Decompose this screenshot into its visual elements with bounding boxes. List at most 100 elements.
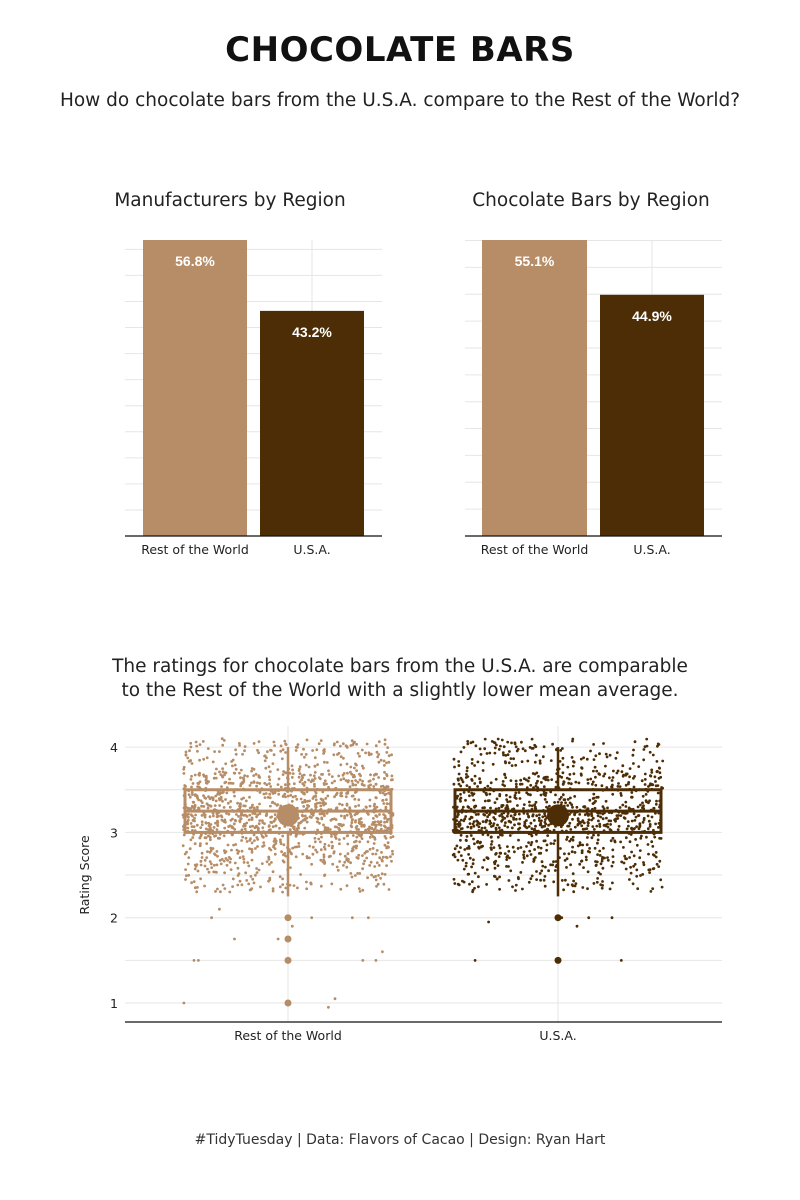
ratings-point: [461, 858, 465, 862]
ratings-point: [513, 850, 516, 854]
ratings-point: [193, 773, 197, 777]
ratings-point: [258, 791, 262, 794]
ratings-point: [263, 759, 267, 763]
ratings-point: [322, 845, 326, 849]
ratings-point: [196, 886, 199, 889]
ratings-point: [611, 855, 615, 858]
ratings-point: [253, 812, 257, 816]
ratings-point: [338, 860, 342, 863]
bar-chart-1-value-label: 43.2%: [292, 324, 332, 340]
ratings-point: [245, 879, 249, 882]
ratings-point: [196, 781, 200, 785]
ratings-point: [310, 916, 314, 920]
ratings-point: [570, 803, 574, 807]
ratings-point: [525, 845, 528, 848]
ratings-point: [529, 877, 533, 881]
ratings-point: [316, 763, 319, 766]
ratings-point: [375, 861, 379, 865]
ratings-point: [478, 747, 482, 751]
ratings-point: [479, 780, 482, 784]
ratings-point: [366, 850, 369, 853]
ratings-point: [218, 907, 221, 911]
ratings-point: [186, 818, 190, 822]
ratings-point: [496, 823, 499, 827]
ratings-point: [369, 860, 373, 864]
ratings-point: [301, 800, 304, 804]
ratings-point: [485, 883, 488, 886]
ratings-point: [309, 882, 313, 886]
ratings-point: [290, 852, 293, 856]
ratings-point: [237, 815, 240, 818]
ratings-point: [340, 794, 344, 798]
ratings-point: [371, 835, 375, 839]
ratings-point: [336, 868, 340, 872]
ratings-point: [580, 849, 584, 853]
ratings-point: [383, 738, 387, 742]
ratings-point: [193, 816, 196, 820]
ratings-point: [362, 862, 365, 866]
ratings-point: [283, 739, 287, 743]
ratings-point: [291, 795, 295, 799]
ratings-point: [519, 846, 523, 849]
ratings-point: [646, 814, 650, 818]
ratings-point: [596, 838, 600, 842]
ratings-point: [589, 749, 592, 753]
ratings-point: [377, 753, 381, 756]
ratings-point: [571, 737, 575, 741]
ratings-point: [551, 863, 554, 867]
ratings-point: [383, 873, 387, 876]
ratings-point: [376, 882, 380, 886]
ratings-point: [660, 885, 664, 889]
ratings-point: [601, 866, 605, 870]
ratings-x-tick: Rest of the World: [234, 1028, 342, 1043]
ratings-point: [487, 920, 490, 924]
ratings-point: [648, 871, 651, 874]
ratings-point: [485, 868, 489, 872]
ratings-point: [586, 778, 590, 781]
ratings-point: [338, 842, 341, 846]
ratings-point: [231, 817, 234, 821]
ratings-point: [624, 857, 627, 861]
ratings-point: [353, 797, 357, 801]
ratings-point: [586, 887, 589, 891]
ratings-point: [271, 889, 275, 893]
ratings-point: [611, 783, 614, 787]
ratings-point: [622, 773, 625, 777]
ratings-point: [313, 771, 317, 774]
ratings-point: [311, 797, 315, 800]
ratings-point: [241, 855, 245, 858]
ratings-point: [453, 882, 457, 885]
ratings-point: [306, 799, 309, 803]
ratings-point: [182, 1001, 186, 1005]
ratings-point: [650, 768, 654, 772]
ratings-point: [514, 782, 518, 786]
ratings-point: [586, 824, 590, 827]
ratings-point: [631, 882, 635, 886]
ratings-point: [609, 839, 613, 843]
ratings-point: [220, 785, 223, 788]
ratings-point: [500, 819, 503, 823]
ratings-point: [568, 777, 571, 781]
ratings-point: [471, 822, 475, 826]
ratings-point: [634, 815, 638, 819]
ratings-point: [473, 774, 477, 778]
ratings-point: [579, 757, 583, 761]
ratings-point: [390, 778, 393, 782]
ratings-point: [532, 819, 536, 822]
ratings-point: [534, 753, 538, 757]
ratings-point: [507, 865, 510, 868]
ratings-point: [368, 864, 372, 867]
ratings-point: [501, 780, 505, 783]
ratings-point: [386, 826, 390, 830]
ratings-point: [459, 750, 463, 754]
ratings-point: [641, 801, 644, 805]
ratings-point: [497, 844, 501, 847]
ratings-point: [224, 780, 228, 784]
ratings-point: [351, 847, 354, 850]
ratings-point: [566, 883, 570, 887]
ratings-point: [543, 814, 547, 818]
ratings-point: [189, 741, 193, 745]
ratings-point: [290, 764, 294, 768]
ratings-point: [255, 867, 258, 870]
ratings-point: [651, 753, 655, 757]
